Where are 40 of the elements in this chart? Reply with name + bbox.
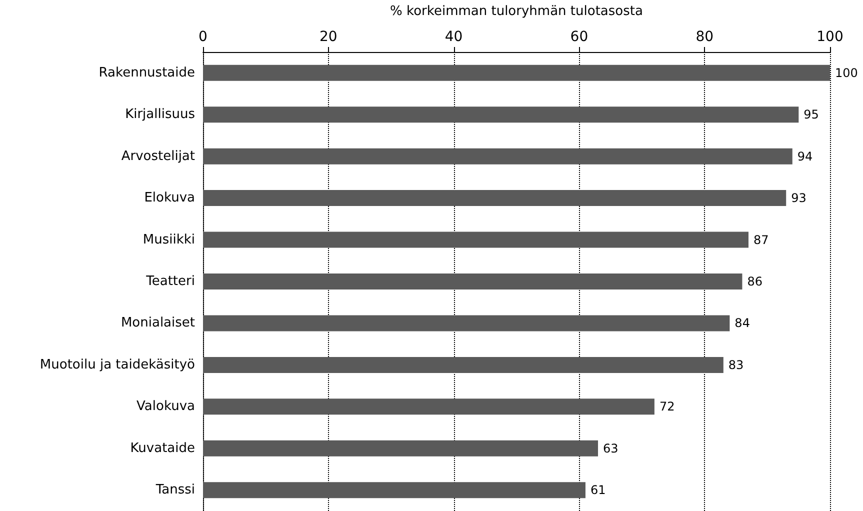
data-label: 100 (835, 66, 858, 80)
x-tick-label: 100 (816, 29, 844, 45)
data-label: 72 (659, 400, 675, 414)
y-tick-label: Arvostelijat (121, 148, 195, 164)
y-tick-label: Muotoilu ja taidekäsityö (40, 357, 196, 372)
x-axis-title: % korkeimman tuloryhmän tulotasosta (390, 4, 643, 19)
bar (203, 274, 742, 290)
y-tick-label: Valokuva (136, 399, 195, 414)
data-label: 86 (747, 274, 762, 288)
data-label: 87 (753, 232, 769, 247)
y-tick-label: Monialaiset (120, 316, 195, 331)
y-tick-label: Musiikki (142, 232, 195, 248)
y-tick-label: Kuvataide (130, 440, 195, 456)
bar (203, 232, 748, 248)
bar (203, 398, 654, 415)
x-tick-label: 40 (444, 29, 463, 45)
bar (203, 356, 724, 373)
data-label: 95 (804, 108, 819, 122)
data-label: 94 (797, 149, 813, 164)
bar (203, 482, 586, 498)
y-tick-label: Teatteri (145, 274, 195, 289)
bar (203, 64, 830, 81)
bar (203, 440, 598, 456)
x-tick-label: 20 (319, 29, 338, 45)
y-tick-label: Elokuva (144, 190, 195, 206)
data-label: 61 (590, 483, 606, 498)
y-tick-label: Kirjallisuus (125, 107, 196, 122)
y-tick-label: Tanssi (154, 482, 195, 498)
bar (203, 315, 730, 332)
x-tick-label: 80 (696, 29, 714, 45)
bar (203, 190, 786, 206)
x-tick-label: 0 (198, 29, 208, 45)
x-tick-label: 60 (570, 29, 588, 45)
data-label: 63 (603, 441, 618, 456)
bar (203, 148, 792, 164)
data-label: 93 (791, 191, 806, 206)
data-label: 84 (734, 316, 750, 330)
bar (203, 106, 799, 123)
data-label: 83 (728, 358, 744, 372)
y-tick-label: Rakennustaide (98, 65, 195, 80)
